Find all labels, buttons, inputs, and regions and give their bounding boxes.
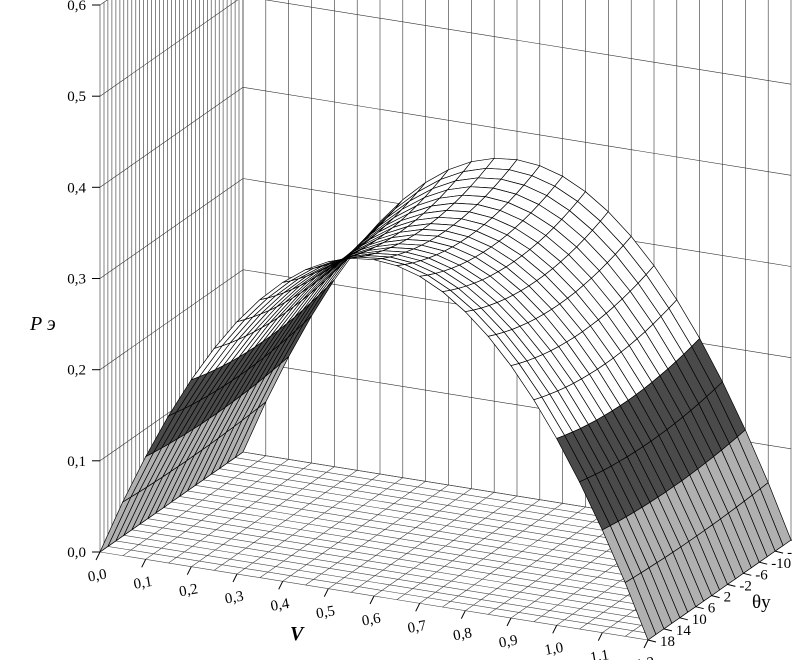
x-tick-mark — [95, 551, 101, 561]
y-tick-mark — [663, 628, 673, 632]
x-tick-label: 1,2 — [635, 655, 656, 660]
floor-grid-line — [115, 540, 664, 630]
floor-grid-line — [139, 523, 688, 613]
x-tick-mark — [597, 632, 603, 641]
x-tick-label: 0,1 — [132, 574, 153, 593]
wall-grid-line — [242, 87, 792, 176]
floor-grid-line — [163, 507, 712, 596]
y-tick-label: 2 — [724, 590, 732, 606]
x-tick-mark — [278, 581, 284, 590]
x-tick-mark — [552, 625, 558, 634]
x-tick-label: 1,1 — [589, 647, 610, 660]
x-tick-label: 0,6 — [361, 610, 383, 629]
wall-grid-line — [99, 0, 239, 97]
y-tick-label: -10 — [771, 556, 791, 572]
x-tick-mark — [186, 566, 192, 575]
y-tick-mark — [647, 639, 657, 643]
y-tick-mark — [774, 550, 784, 554]
y-tick-mark — [695, 606, 704, 610]
x-axis-label: V — [290, 623, 305, 645]
wall-grid-line — [99, 178, 244, 279]
y-tick-label: 14 — [676, 623, 692, 639]
z-tick-label: 0,4 — [67, 180, 86, 196]
x-tick-mark — [460, 610, 466, 619]
x-tick-mark — [415, 603, 421, 612]
y-tick-label: 18 — [660, 634, 675, 650]
x-tick-label: 0,2 — [178, 581, 199, 600]
z-tick-label: 0,3 — [67, 272, 86, 288]
y-tick-mark — [679, 617, 688, 621]
y-tick-label: 6 — [708, 601, 716, 617]
y-tick-label: -6 — [755, 567, 768, 583]
x-tick-mark — [232, 573, 238, 583]
wall-grid-line — [99, 269, 244, 370]
x-tick-mark — [643, 639, 649, 649]
y-tick-mark — [711, 595, 720, 599]
x-tick-label: 0,7 — [406, 618, 428, 637]
floor-grid-line — [123, 535, 672, 624]
x-tick-label: 0,0 — [87, 567, 108, 586]
floor-grid-line — [107, 546, 656, 635]
z-tick-label: 0,1 — [67, 454, 86, 470]
x-tick-mark — [141, 559, 147, 568]
wall-grid-line — [264, 0, 792, 85]
x-tick-mark — [506, 617, 512, 627]
z-tick-label: 0,6 — [67, 0, 86, 14]
z-tick-label: 0,2 — [67, 363, 86, 379]
y-axis-label: θу — [752, 592, 771, 613]
x-tick-label: 0,4 — [269, 596, 291, 615]
y-tick-label: -14 — [787, 545, 792, 561]
floor-grid-line — [155, 512, 704, 602]
x-tick-mark — [369, 595, 375, 605]
x-tick-mark — [323, 588, 329, 597]
x-tick-label: 0,8 — [452, 625, 473, 644]
x-tick-label: 0,3 — [224, 589, 245, 608]
y-tick-mark — [759, 561, 768, 565]
y-tick-mark — [743, 572, 752, 576]
y-tick-label: -2 — [739, 578, 752, 594]
z-tick-label: 0,0 — [67, 545, 86, 561]
wall-grid-line — [99, 87, 244, 188]
floor-grid-line — [131, 529, 680, 619]
z-tick-label: 0,5 — [67, 89, 86, 105]
axis-ticks: 0,0 0,1 0,2 0,3 0,4 0,5 0,6 0,0 0,1 0,2 0,3 0,4 0,5 0… — [67, 0, 792, 660]
x-tick-label: 0,5 — [315, 603, 336, 622]
y-tick-mark — [727, 583, 736, 587]
z-axis-label: P э — [29, 313, 56, 335]
surface-mesh — [99, 157, 792, 641]
x-tick-label: 0,9 — [498, 633, 519, 652]
x-tick-label: 1,0 — [543, 640, 564, 659]
floor-grid-line — [147, 518, 696, 607]
y-tick-label: 10 — [692, 612, 707, 628]
